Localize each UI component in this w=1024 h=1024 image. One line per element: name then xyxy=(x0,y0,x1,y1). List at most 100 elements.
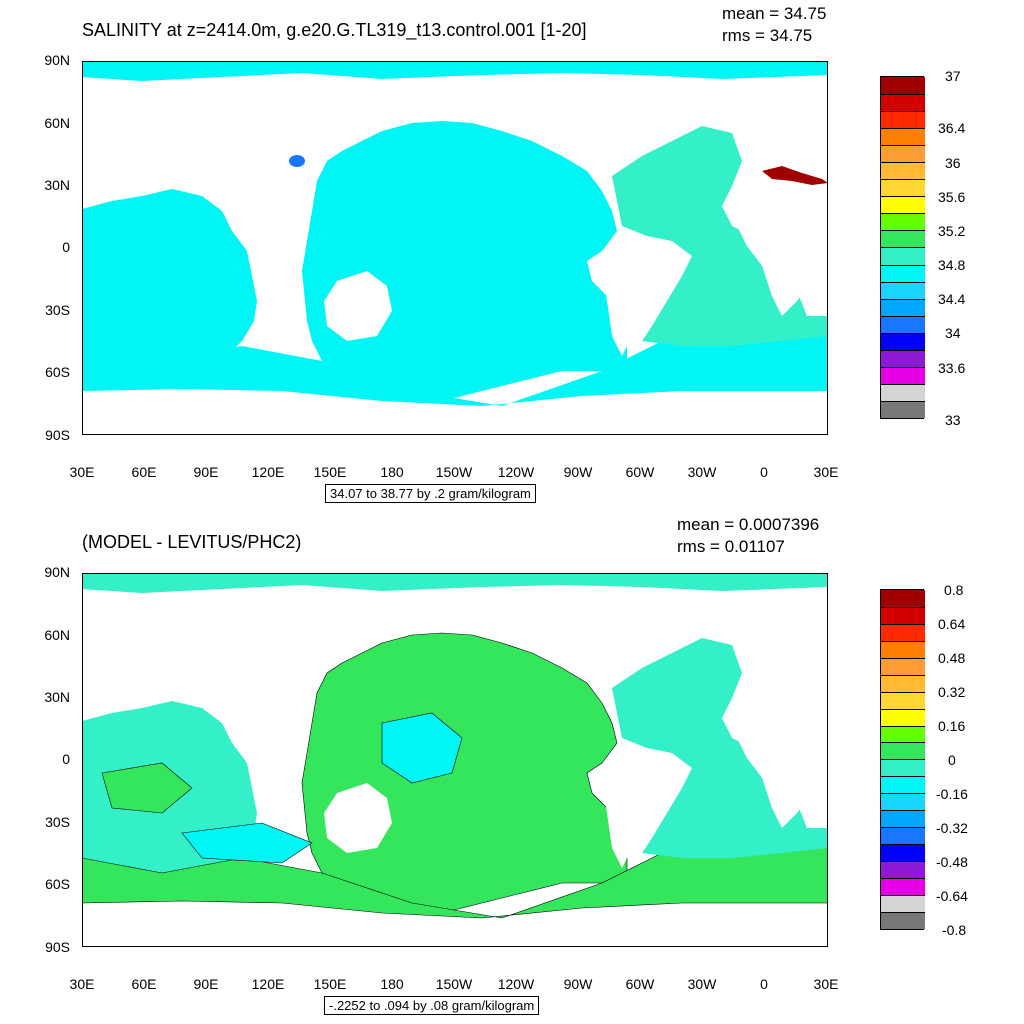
colorbar-label: 0 xyxy=(948,752,956,768)
lat-label: 90N xyxy=(44,564,70,580)
colorbar-box xyxy=(881,230,925,248)
colorbar-label: 36.4 xyxy=(938,120,966,136)
lat-label: 0 xyxy=(62,751,70,767)
colorbar-box xyxy=(881,315,925,333)
panel-title: SALINITY at z=2414.0m, g.e20.G.TL319_t13… xyxy=(82,20,587,40)
lon-label: 150E xyxy=(313,976,347,992)
colorbar-label: 35.6 xyxy=(938,189,966,205)
south-america xyxy=(602,748,672,868)
lon-label: 90W xyxy=(563,464,593,480)
colorbar-box xyxy=(881,911,925,929)
colorbar-box xyxy=(881,94,925,112)
lon-label: 60E xyxy=(131,976,157,992)
pacific-ocean xyxy=(301,632,628,914)
arctic-ocean xyxy=(82,573,828,593)
mean-value: mean = 0.0007396 xyxy=(677,515,820,534)
difference-map-svg xyxy=(82,573,828,919)
colorbar-label: 34 xyxy=(945,325,961,341)
colorbar-box xyxy=(881,861,925,878)
lon-label: 180 xyxy=(380,976,404,992)
lat-label: 30S xyxy=(45,302,70,318)
colorbar-box xyxy=(881,366,925,384)
colorbar-box xyxy=(881,383,925,401)
colorbar-label: 34.4 xyxy=(938,291,966,307)
colorbar-label: -0.16 xyxy=(936,786,968,802)
colorbar-label: -0.48 xyxy=(936,854,968,870)
lat-label: 90S xyxy=(45,939,70,955)
lat-label: 0 xyxy=(62,239,70,255)
lon-label: 60W xyxy=(625,464,655,480)
difference-map xyxy=(82,573,828,947)
colorbar-box xyxy=(881,145,925,163)
mean-value: mean = 34.75 xyxy=(722,4,827,23)
lon-label: 180 xyxy=(380,464,404,480)
lon-label: 0 xyxy=(760,464,768,480)
colorbar-box xyxy=(881,640,925,658)
lat-label: 30N xyxy=(44,177,70,193)
africa xyxy=(737,713,822,828)
colorbar-box xyxy=(881,674,925,692)
lon-label: 30W xyxy=(687,976,717,992)
colorbar-label: 0.32 xyxy=(938,684,966,700)
colorbar-boxes xyxy=(881,590,925,929)
lat-label: 60N xyxy=(44,115,70,131)
lat-label: 60S xyxy=(45,364,70,380)
colorbar-box xyxy=(881,657,925,675)
colorbar-box xyxy=(881,196,925,214)
low-salinity-spot xyxy=(289,155,305,167)
southern-ocean xyxy=(82,321,828,406)
lon-label: 60E xyxy=(131,464,157,480)
colorbar-box xyxy=(881,111,925,129)
colorbar-label: 0.64 xyxy=(938,616,966,632)
africa xyxy=(737,201,822,316)
colorbar-box xyxy=(881,128,925,146)
lon-label: 30E xyxy=(69,464,95,480)
lon-label: 30W xyxy=(687,464,717,480)
lon-label: 90E xyxy=(193,976,219,992)
colorbar-box xyxy=(881,400,925,418)
cyan-anomaly-south xyxy=(181,822,313,864)
south-america xyxy=(602,236,672,356)
colorbar-box xyxy=(881,162,925,180)
colorbar xyxy=(880,589,925,930)
lat-label: 30N xyxy=(44,689,70,705)
colorbar-label: 37 xyxy=(945,68,961,84)
lat-label: 60S xyxy=(45,876,70,892)
colorbar-box xyxy=(881,281,925,299)
lon-label: 90E xyxy=(193,464,219,480)
colorbar-label: 0.48 xyxy=(938,650,966,666)
contour-range: -.2252 to .094 by .08 gram/kilogram xyxy=(324,996,540,1015)
colorbar-box xyxy=(881,332,925,350)
colorbar-box xyxy=(881,298,925,316)
colorbar-box xyxy=(881,623,925,641)
mediterranean xyxy=(762,166,828,185)
australia xyxy=(324,783,392,853)
colorbar-box xyxy=(881,776,925,794)
colorbar-label: -0.32 xyxy=(936,820,968,836)
lon-label: 150W xyxy=(435,976,473,992)
salinity-map-svg xyxy=(82,61,828,406)
difference-panel: (MODEL - LEVITUS/PHC2) mean = 0.0007396 … xyxy=(0,512,1024,1024)
colorbar-label: 0.8 xyxy=(944,582,964,598)
colorbar-label: -0.8 xyxy=(942,922,967,938)
colorbar-box xyxy=(881,844,925,861)
colorbar-box xyxy=(881,759,925,777)
lon-label: 30E xyxy=(813,976,839,992)
colorbar-box xyxy=(881,179,925,197)
colorbar-box xyxy=(881,725,925,743)
colorbar-label: 0.16 xyxy=(938,718,966,734)
australia xyxy=(324,271,392,341)
colorbar-box xyxy=(881,708,925,726)
colorbar-box xyxy=(881,877,925,895)
rms-value: rms = 34.75 xyxy=(722,26,813,45)
lon-label: 120W xyxy=(497,976,535,992)
colorbar-label: 35.2 xyxy=(938,223,966,239)
lon-label: 30E xyxy=(69,976,95,992)
colorbar-label: 33 xyxy=(945,412,961,428)
lat-label: 60N xyxy=(44,627,70,643)
lon-label: 150W xyxy=(435,464,473,480)
cyan-anomaly-pacific xyxy=(381,712,463,784)
colorbar-box xyxy=(881,264,925,282)
lon-label: 0 xyxy=(760,976,768,992)
indian-ocean xyxy=(82,189,257,366)
